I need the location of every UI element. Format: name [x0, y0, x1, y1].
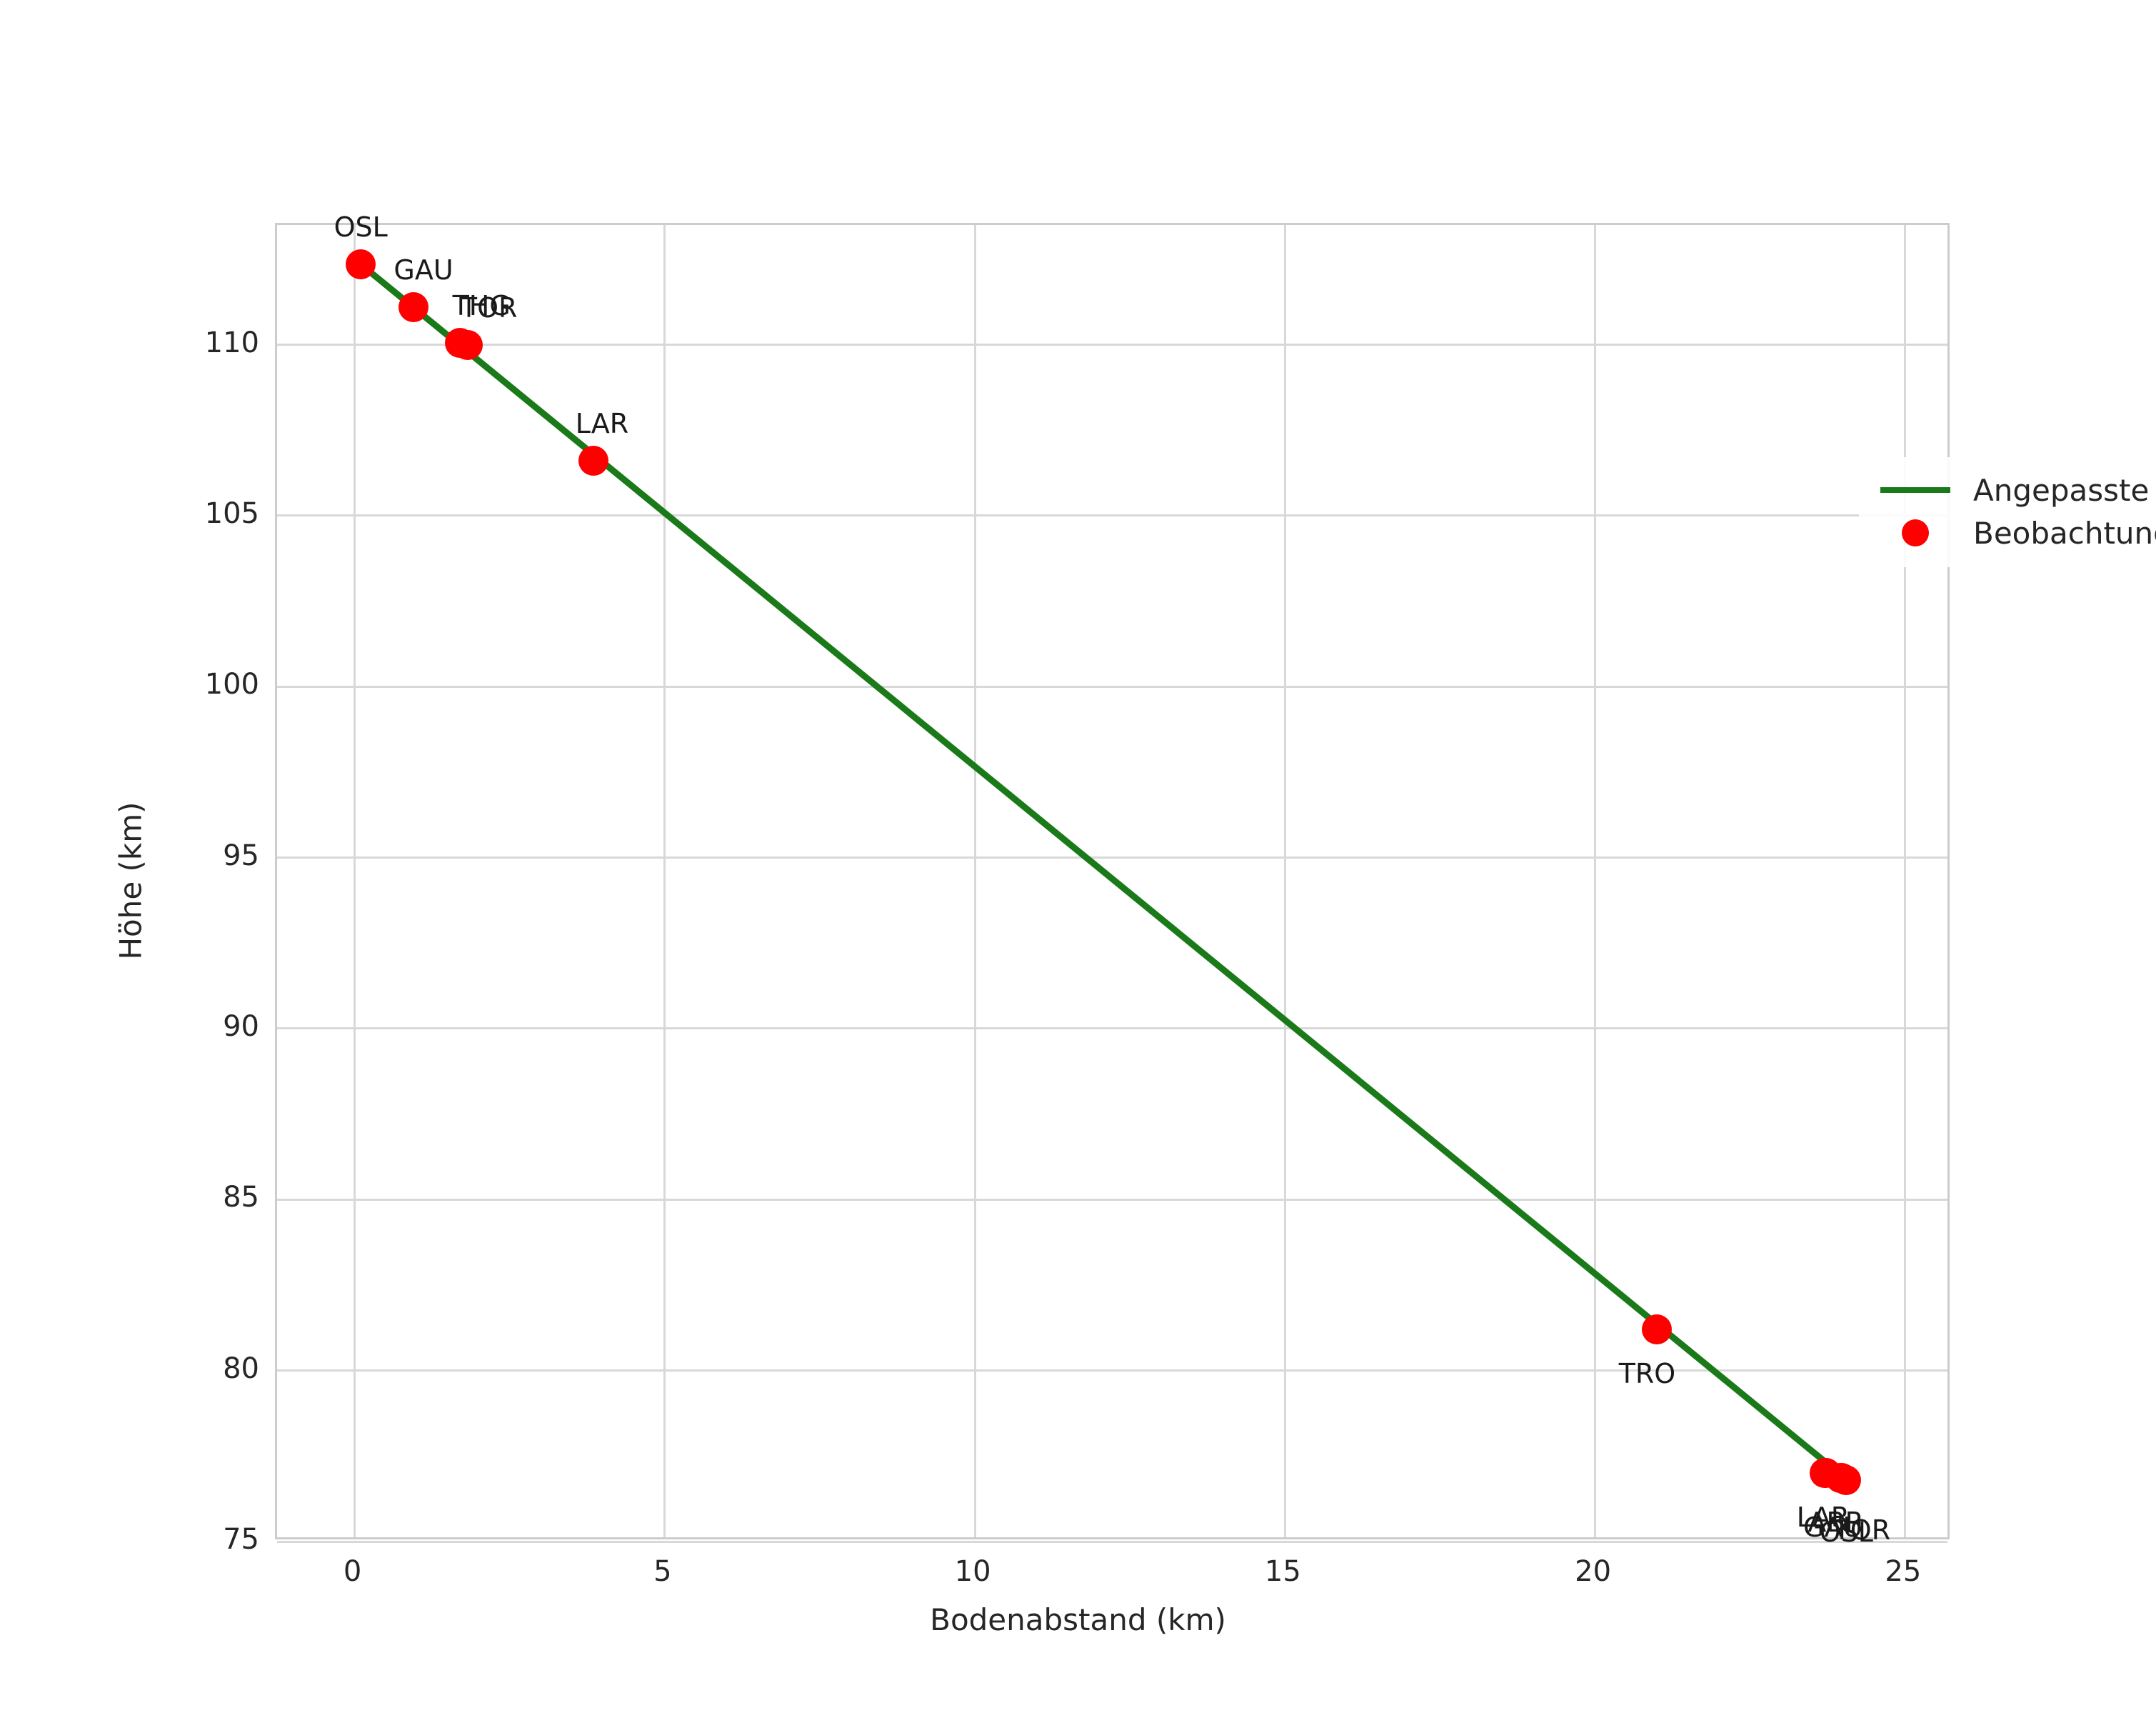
y-tick-label: 110: [204, 326, 259, 359]
observation-marker: [578, 446, 608, 476]
y-axis-label: Höhe (km): [113, 801, 149, 960]
plot-area: OSL GAU THG TOR LAR TRO LAR GAU ABR OSL TOR Angepa…: [275, 211, 2156, 1548]
gridline-vertical: [1904, 225, 1907, 1537]
y-tick-label: 80: [223, 1352, 259, 1385]
observation-marker: [398, 291, 429, 322]
gridline-horizontal: [277, 514, 1947, 517]
x-tick-label: 10: [954, 1555, 991, 1588]
x-tick-label: 5: [653, 1555, 672, 1588]
legend: Angepasste Bahn Beobachtungen: [1859, 457, 2156, 567]
gridline-horizontal: [277, 1540, 1947, 1543]
y-tick-label: 100: [204, 668, 259, 701]
gridline-vertical: [663, 225, 666, 1537]
observation-label: LAR: [1796, 1502, 1850, 1534]
observation-marker: [1831, 1464, 1862, 1495]
legend-entry-label: Angepasste Bahn: [1973, 472, 2156, 508]
observation-label: GAU: [393, 254, 453, 286]
y-tick-label: 105: [204, 496, 259, 530]
y-tick-label: 75: [223, 1523, 259, 1556]
observation-marker: [452, 329, 483, 360]
gridline-vertical: [1594, 225, 1597, 1537]
fitted-trajectory-line: [357, 261, 1853, 1485]
observation-label: LAR: [575, 408, 629, 440]
y-tick-label: 95: [223, 839, 259, 872]
observation-label: THG: [452, 290, 511, 322]
observation-label: GAU: [1803, 1512, 1863, 1544]
observation-label: TRO: [1618, 1358, 1676, 1390]
gridline-vertical: [354, 225, 356, 1537]
observation-label: ABR: [1807, 1507, 1864, 1539]
legend-entry-2: Beobachtungen: [1873, 511, 2156, 554]
gridline-horizontal: [277, 344, 1947, 346]
gridline-horizontal: [277, 1198, 1947, 1201]
x-tick-label: 15: [1264, 1555, 1301, 1588]
gridline-horizontal: [277, 856, 1947, 859]
observation-label: TOR: [1833, 1514, 1891, 1546]
gridline-vertical: [1283, 225, 1286, 1537]
x-tick-label: 0: [343, 1555, 362, 1588]
x-tick-label: 20: [1575, 1555, 1612, 1588]
y-tick-label: 85: [223, 1181, 259, 1214]
observation-label: OSL: [1819, 1517, 1873, 1549]
legend-entry-label: Beobachtungen: [1973, 515, 2156, 551]
x-tick-label: 25: [1885, 1555, 1922, 1588]
gridline-horizontal: [277, 1027, 1947, 1030]
line-icon: [1880, 487, 1950, 493]
observation-marker: [346, 249, 376, 280]
gridline-horizontal: [277, 1369, 1947, 1372]
observation-marker: [1642, 1314, 1673, 1345]
gridline-vertical: [973, 225, 976, 1537]
legend-dot-swatch: [1873, 519, 1957, 546]
dot-icon: [1902, 519, 1929, 546]
observation-label: TOR: [460, 291, 518, 324]
gridline-horizontal: [277, 685, 1947, 688]
observation-label: OSL: [334, 211, 388, 244]
x-axis-label: Bodenabstand (km): [930, 1602, 1226, 1637]
legend-line-swatch: [1873, 487, 1957, 493]
legend-entry-1: Angepasste Bahn: [1873, 469, 2156, 511]
y-tick-label: 90: [223, 1009, 259, 1043]
